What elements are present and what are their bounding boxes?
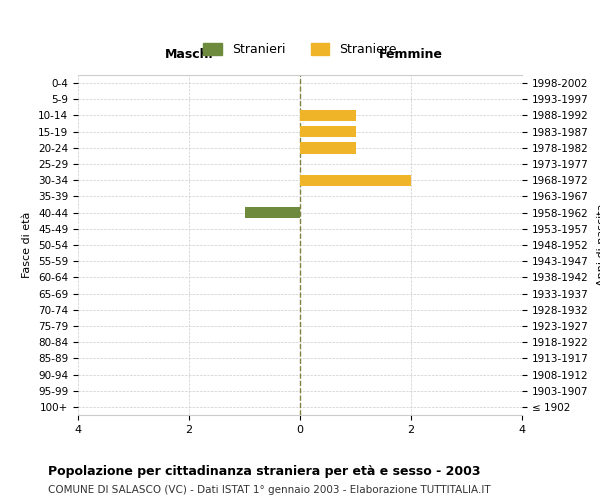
Y-axis label: Fasce di età: Fasce di età: [22, 212, 32, 278]
Bar: [300, 142, 355, 154]
Y-axis label: Anni di nascita: Anni di nascita: [597, 204, 600, 286]
Legend: Stranieri, Straniere: Stranieri, Straniere: [197, 37, 403, 62]
Bar: [300, 126, 355, 138]
Text: Popolazione per cittadinanza straniera per età e sesso - 2003: Popolazione per cittadinanza straniera p…: [48, 465, 481, 478]
Bar: [300, 110, 355, 121]
Text: Femmine: Femmine: [379, 48, 443, 62]
Bar: [300, 174, 411, 186]
Text: COMUNE DI SALASCO (VC) - Dati ISTAT 1° gennaio 2003 - Elaborazione TUTTITALIA.IT: COMUNE DI SALASCO (VC) - Dati ISTAT 1° g…: [48, 485, 491, 495]
Bar: [245, 207, 300, 218]
Text: Maschi: Maschi: [164, 48, 214, 62]
